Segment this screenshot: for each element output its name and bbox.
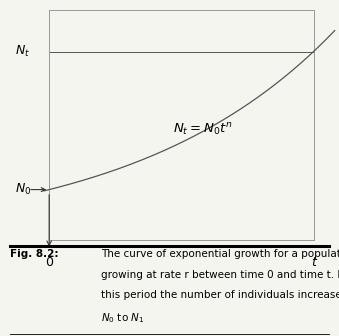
Text: this period the number of individuals increase from: this period the number of individuals in… bbox=[101, 290, 339, 300]
Text: $N_t = N_0 t^n$: $N_t = N_0 t^n$ bbox=[173, 122, 232, 138]
Text: $N_0$ to $N_1$: $N_0$ to $N_1$ bbox=[101, 311, 144, 325]
Text: $N_0$: $N_0$ bbox=[15, 182, 31, 197]
Text: growing at rate r between time 0 and time t. During: growing at rate r between time 0 and tim… bbox=[101, 269, 339, 280]
Text: 0: 0 bbox=[45, 256, 53, 269]
Text: t: t bbox=[311, 256, 316, 269]
Text: The curve of exponential growth for a population: The curve of exponential growth for a po… bbox=[101, 249, 339, 259]
Text: $N_t$: $N_t$ bbox=[15, 44, 30, 59]
Text: Fig. 8.2:: Fig. 8.2: bbox=[10, 249, 59, 259]
